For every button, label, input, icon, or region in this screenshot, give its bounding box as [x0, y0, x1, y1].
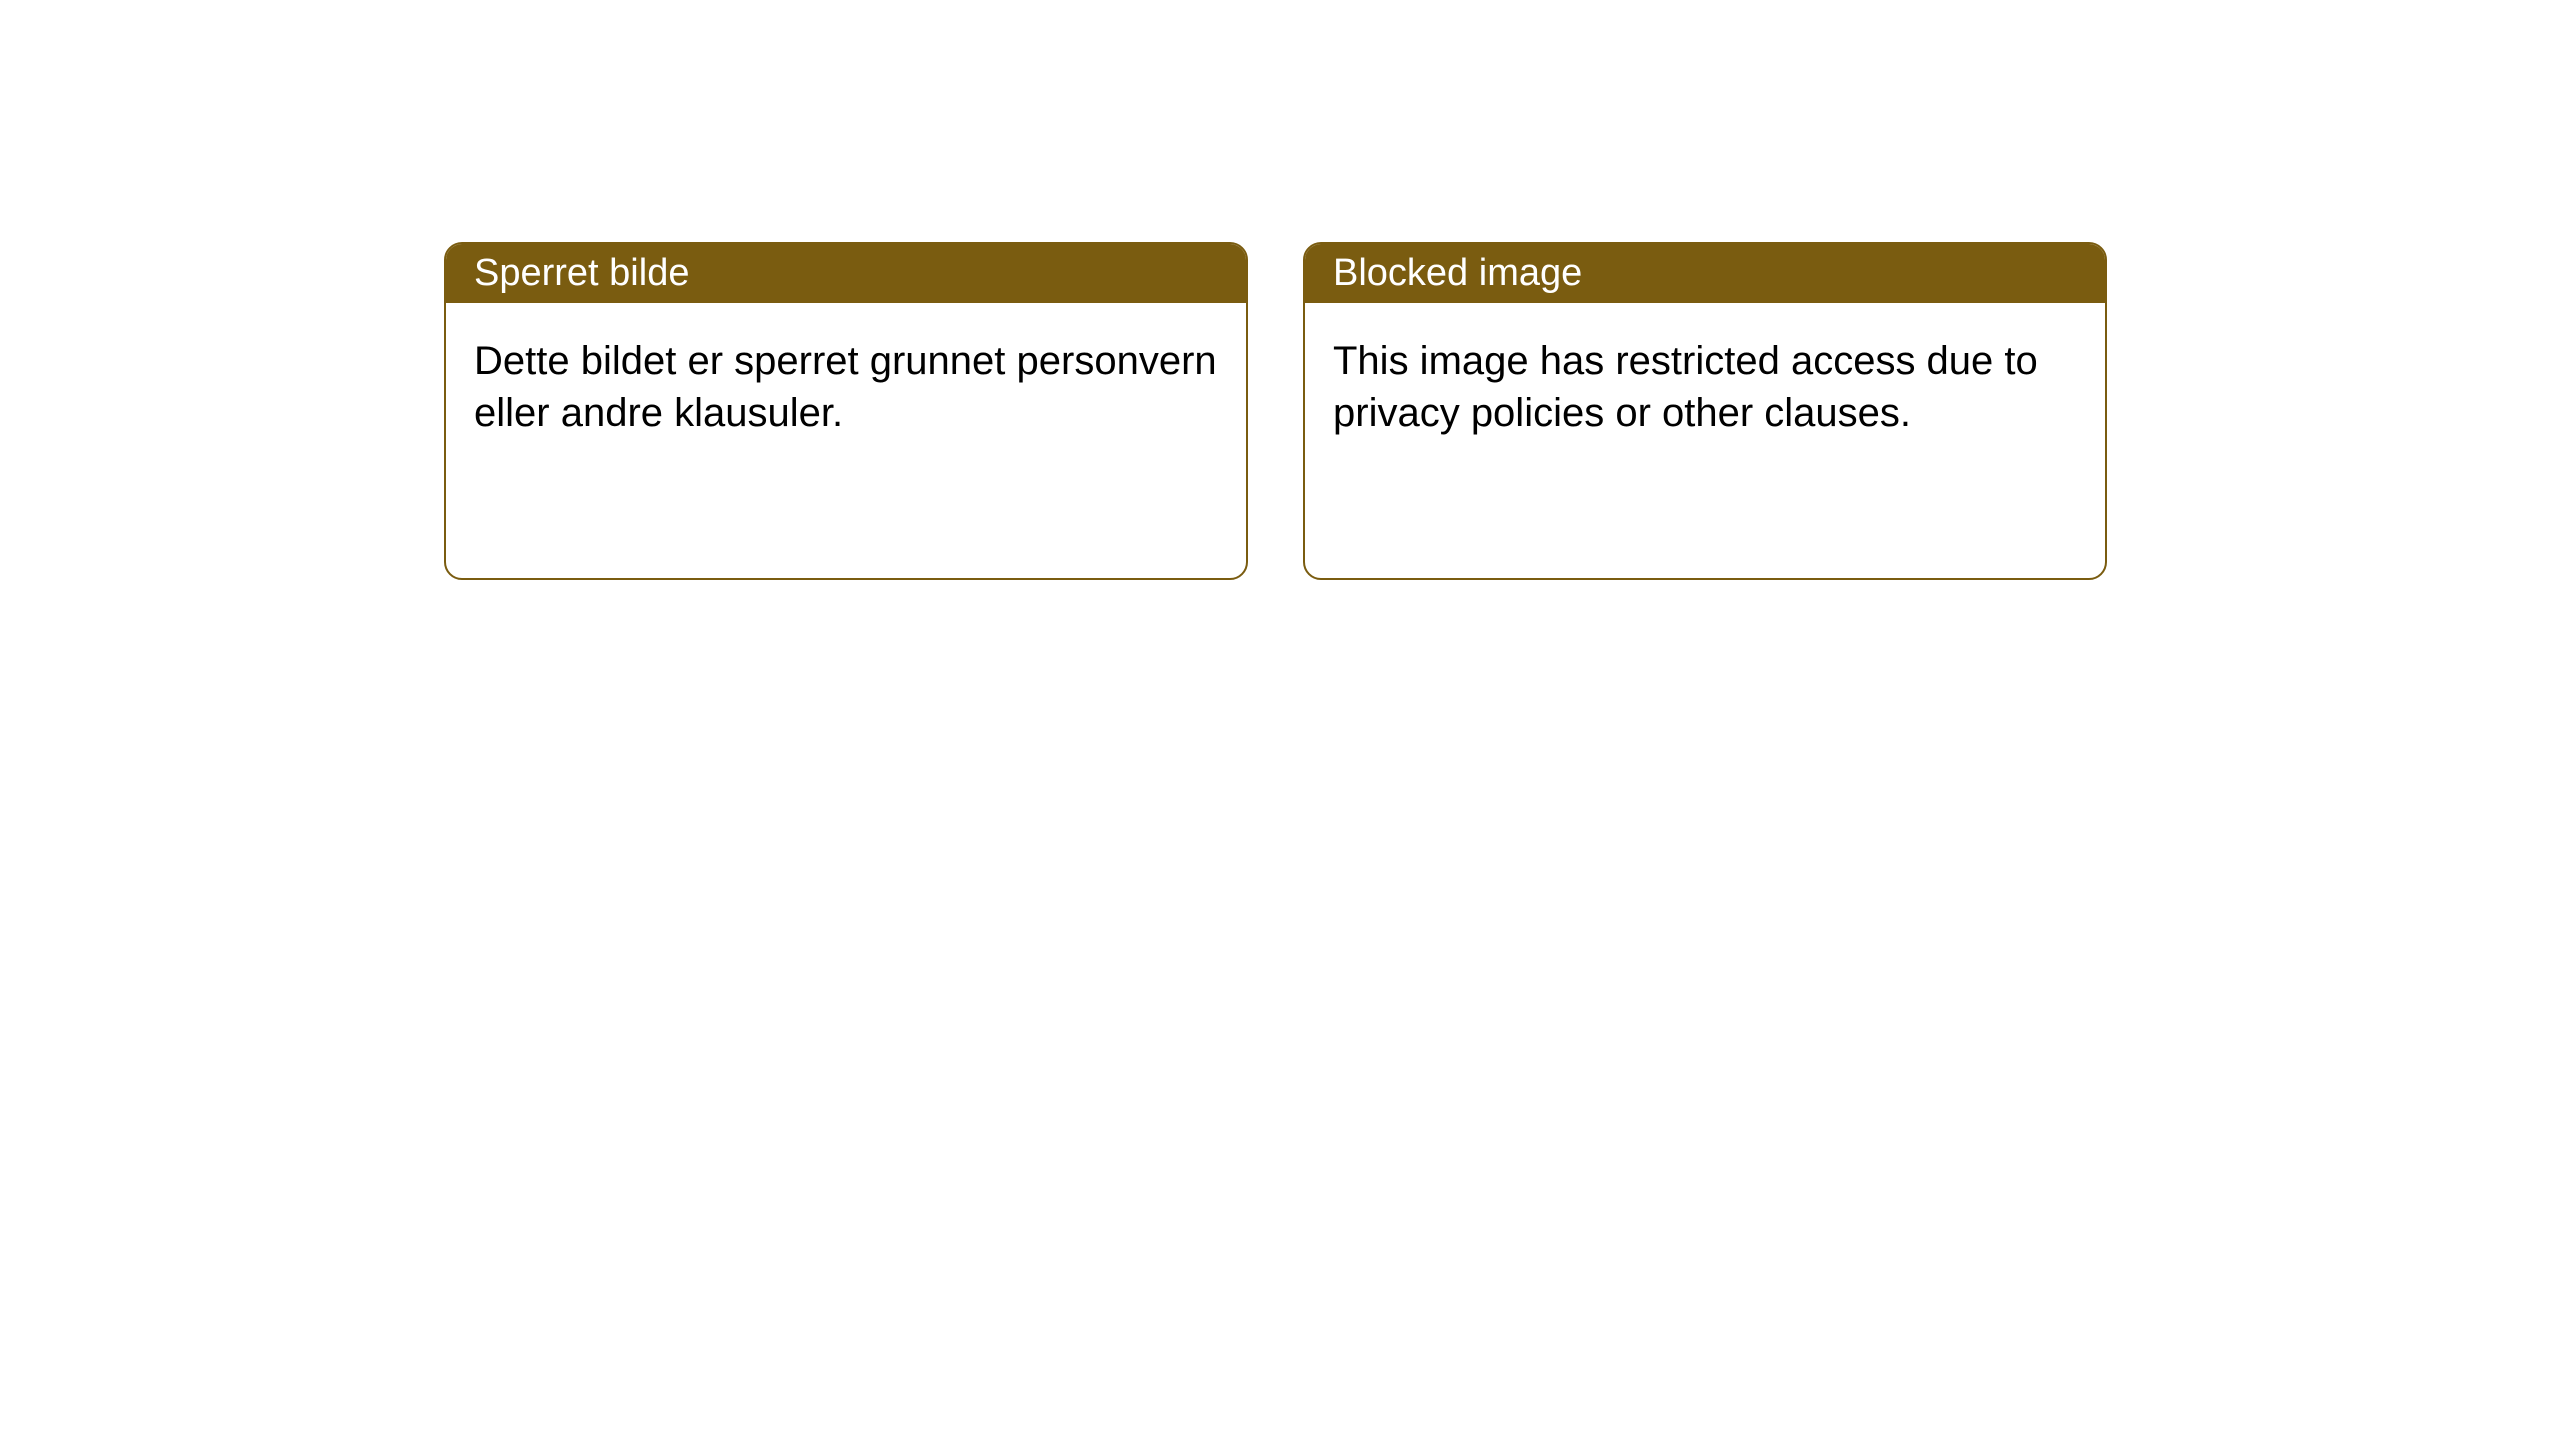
notice-header: Blocked image [1305, 244, 2105, 303]
notice-body: This image has restricted access due to … [1305, 303, 2105, 471]
notice-header: Sperret bilde [446, 244, 1246, 303]
notice-container: Sperret bilde Dette bildet er sperret gr… [444, 242, 2107, 580]
notice-card-norwegian: Sperret bilde Dette bildet er sperret gr… [444, 242, 1248, 580]
notice-body: Dette bildet er sperret grunnet personve… [446, 303, 1246, 471]
notice-title: Blocked image [1333, 252, 1582, 294]
notice-message: Dette bildet er sperret grunnet personve… [474, 339, 1217, 435]
notice-message: This image has restricted access due to … [1333, 339, 2038, 435]
notice-card-english: Blocked image This image has restricted … [1303, 242, 2107, 580]
notice-title: Sperret bilde [474, 252, 689, 294]
